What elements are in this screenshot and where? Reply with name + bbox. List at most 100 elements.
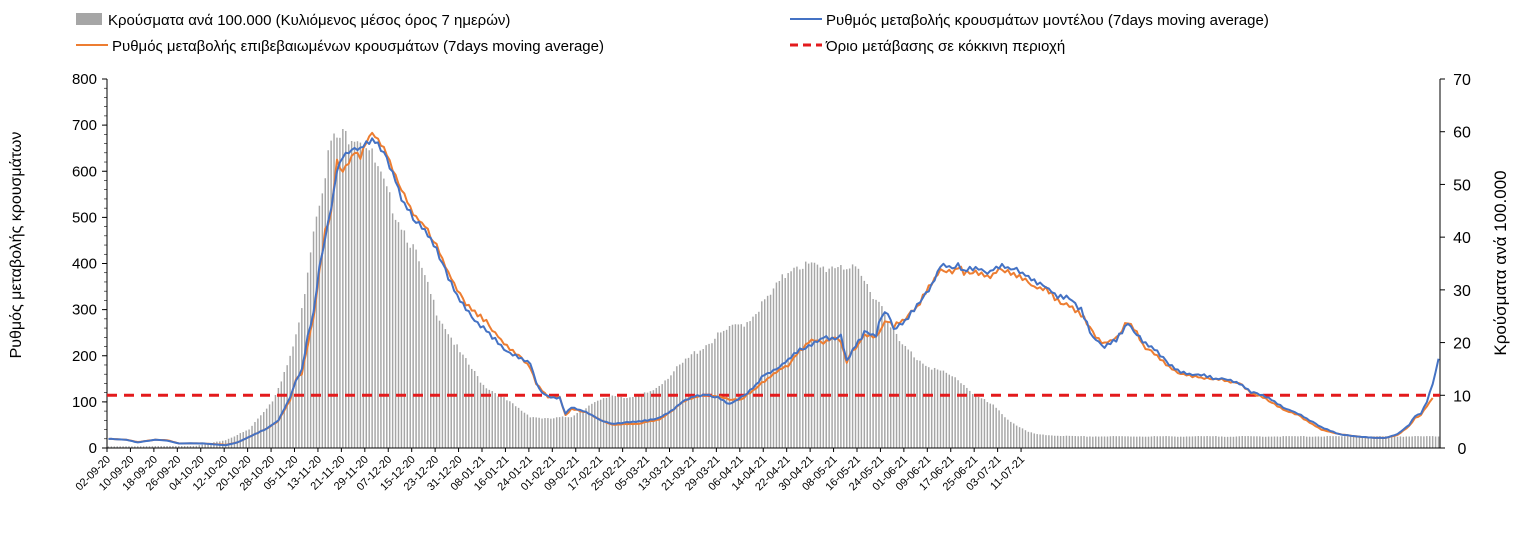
bar xyxy=(1417,436,1419,448)
bar xyxy=(971,393,974,448)
bar xyxy=(406,242,409,448)
bar xyxy=(828,268,830,448)
bar xyxy=(1282,436,1284,448)
axes xyxy=(106,79,1441,449)
bar xyxy=(122,446,124,448)
bar xyxy=(1297,436,1299,448)
bar xyxy=(599,399,602,448)
bar xyxy=(819,267,822,448)
bar xyxy=(725,329,728,448)
bar xyxy=(696,353,699,448)
bar xyxy=(362,146,365,449)
bar xyxy=(1056,435,1059,448)
bar xyxy=(1100,436,1103,448)
bar xyxy=(810,262,813,448)
bar xyxy=(1320,436,1323,448)
legend-entry-bars: Κρούσματα ανά 100.000 (Κυλιόμενος μέσος … xyxy=(76,12,510,29)
bar xyxy=(1074,436,1076,448)
bar xyxy=(928,367,930,448)
bar xyxy=(966,387,968,448)
legend-swatch-bars xyxy=(76,13,102,25)
bar xyxy=(368,150,370,448)
bar xyxy=(526,414,529,448)
bar xyxy=(1144,436,1147,448)
bar xyxy=(1221,436,1223,448)
bar xyxy=(1150,436,1153,448)
bar xyxy=(614,395,617,448)
bar xyxy=(567,417,570,448)
bar xyxy=(1106,436,1109,448)
bar xyxy=(790,271,792,448)
bar xyxy=(1267,436,1270,448)
bar xyxy=(1232,436,1235,448)
bar xyxy=(1109,436,1112,448)
legend-label-model: Ρυθμός μεταβολής κρουσμάτων μοντέλου (7d… xyxy=(826,12,1269,29)
bar xyxy=(1001,414,1003,448)
bar xyxy=(301,308,303,448)
bar xyxy=(180,446,183,448)
bar xyxy=(585,408,587,448)
bar xyxy=(1203,436,1205,448)
bar xyxy=(766,295,769,448)
bar xyxy=(1270,436,1273,448)
bar xyxy=(359,142,362,448)
bar xyxy=(1291,436,1293,448)
bar xyxy=(998,410,1000,448)
bar xyxy=(904,345,907,448)
bar xyxy=(743,326,745,448)
bar xyxy=(1083,436,1085,448)
bar xyxy=(139,446,142,448)
bar xyxy=(954,377,956,448)
bar xyxy=(1358,436,1361,448)
bar xyxy=(980,398,983,448)
y-right-tick-label: 10 xyxy=(1453,388,1471,405)
bar xyxy=(1373,436,1375,448)
bar xyxy=(1068,435,1071,448)
bar xyxy=(1355,436,1358,448)
bar xyxy=(1370,436,1372,448)
bar xyxy=(717,332,719,448)
bar xyxy=(588,405,590,448)
bar xyxy=(825,272,827,448)
bar xyxy=(532,417,534,448)
bar xyxy=(175,446,177,448)
bar xyxy=(128,446,130,448)
bar xyxy=(602,398,605,448)
bar xyxy=(869,291,871,448)
bar xyxy=(799,269,801,448)
bar xyxy=(1156,436,1159,448)
bar xyxy=(476,376,479,448)
bar xyxy=(1402,436,1405,448)
bar xyxy=(1133,436,1135,448)
bar xyxy=(1039,434,1041,448)
bar xyxy=(1361,436,1364,448)
bar xyxy=(497,396,499,448)
y-left-axis-title: Ρυθμός μεταβολής κρουσμάτων xyxy=(8,132,25,359)
bar xyxy=(324,178,326,449)
bar xyxy=(1385,436,1387,448)
bar xyxy=(884,314,886,448)
bar xyxy=(702,349,704,448)
bar xyxy=(901,344,904,448)
bar xyxy=(1191,436,1194,448)
bar xyxy=(172,445,174,448)
bar xyxy=(1168,436,1170,448)
bar xyxy=(435,315,438,448)
bar xyxy=(1027,431,1030,448)
bar xyxy=(582,410,584,448)
bar xyxy=(1396,436,1399,448)
bar xyxy=(1089,436,1091,448)
bar xyxy=(919,360,921,448)
bar xyxy=(1344,436,1346,448)
bar xyxy=(591,403,593,448)
bar xyxy=(854,266,857,448)
bar xyxy=(1086,436,1088,448)
bar xyxy=(626,398,628,448)
bar xyxy=(523,412,526,448)
bar xyxy=(1332,436,1334,448)
bar xyxy=(1097,436,1100,448)
bar xyxy=(951,376,953,448)
bar xyxy=(465,358,467,448)
bar xyxy=(192,445,195,448)
bar xyxy=(892,327,895,448)
